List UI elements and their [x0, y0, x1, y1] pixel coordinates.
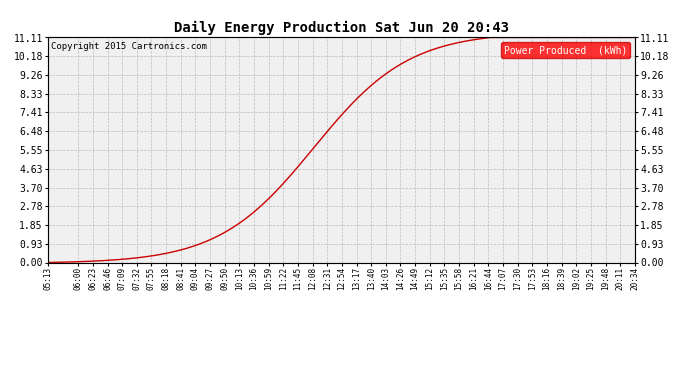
- Legend: Power Produced  (kWh): Power Produced (kWh): [501, 42, 630, 58]
- Title: Daily Energy Production Sat Jun 20 20:43: Daily Energy Production Sat Jun 20 20:43: [174, 21, 509, 35]
- Text: Copyright 2015 Cartronics.com: Copyright 2015 Cartronics.com: [51, 42, 207, 51]
